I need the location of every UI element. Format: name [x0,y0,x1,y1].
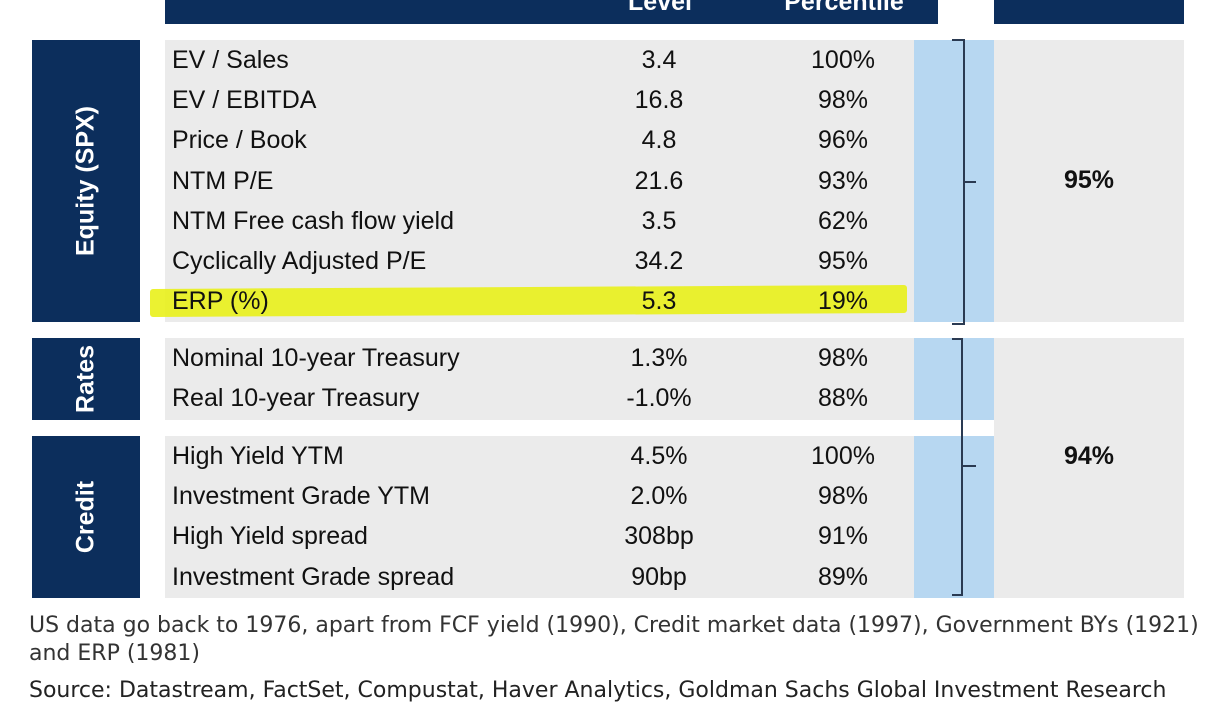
equity-aggregate-value: 95% [1063,166,1115,194]
equity-bracket [952,39,976,325]
metric-level: 5.3 [641,287,677,315]
metric-name: Investment Grade YTM [172,482,430,510]
equity-aggregate-box: 95% [994,40,1184,322]
metric-percentile: 98% [817,482,869,510]
table-row: Investment Grade spread 90bp 89% [165,557,938,597]
metric-level: 308bp [624,522,694,550]
table-row: High Yield YTM 4.5% 100% [165,436,938,476]
metric-level: 3.5 [641,207,677,235]
category-rates: Rates [32,338,140,420]
metric-level: 2.0% [630,482,688,510]
table-row: Real 10-year Treasury -1.0% 88% [165,378,938,418]
metric-name: Price / Book [172,126,307,154]
metric-level: 3.4 [641,46,677,74]
rates-credit-aggregate-value: 94% [1063,442,1115,470]
metric-level: 34.2 [634,247,684,275]
metric-percentile: 62% [817,207,869,235]
metric-level: -1.0% [626,384,692,412]
metric-level: 1.3% [630,344,688,372]
metric-percentile: 100% [811,442,875,470]
table-row: Cyclically Adjusted P/E 34.2 95% [165,241,938,281]
metric-name: Real 10-year Treasury [172,384,420,412]
table-row: EV / EBITDA 16.8 98% [165,80,938,120]
metric-name: Cyclically Adjusted P/E [172,247,427,275]
table-row: Investment Grade YTM 2.0% 98% [165,476,938,516]
table-row: High Yield spread 308bp 91% [165,516,938,556]
table-row: ERP (%) 5.3 19% [165,281,938,321]
category-rates-label: Rates [71,344,100,414]
metric-percentile: 88% [817,384,869,412]
metric-percentile: 96% [817,126,869,154]
metric-level: 16.8 [634,86,684,114]
table-header-bar [165,0,938,24]
table-row: Price / Book 4.8 96% [165,120,938,160]
metric-percentile: 19% [817,287,869,315]
metric-name: NTM P/E [172,167,274,195]
source-line: Source: Datastream, FactSet, Compustat, … [29,678,1167,703]
metric-percentile: 98% [817,86,869,114]
category-credit-label: Credit [71,480,100,554]
category-equity-label: Equity (SPX) [71,105,100,257]
metric-name: High Yield spread [172,522,368,550]
category-credit: Credit [32,436,140,598]
aggregate-header-bar [994,0,1184,24]
rates-credit-aggregate-box: 94% [994,338,1184,598]
metric-level: 21.6 [634,167,684,195]
metric-level: 4.5% [630,442,688,470]
metric-name: ERP (%) [172,287,269,315]
header-level: Level [628,0,692,16]
footnote: US data go back to 1976, apart from FCF … [29,613,1199,666]
metric-name: EV / EBITDA [172,86,317,114]
table-row: Nominal 10-year Treasury 1.3% 98% [165,338,938,378]
metric-name: High Yield YTM [172,442,344,470]
metric-name: Investment Grade spread [172,563,455,591]
table-row: NTM Free cash flow yield 3.5 62% [165,201,938,241]
header-percentile: Percentile [784,0,904,16]
metric-name: NTM Free cash flow yield [172,207,455,235]
metric-name: EV / Sales [172,46,289,74]
metric-level: 90bp [631,563,687,591]
metric-percentile: 95% [817,247,869,275]
metric-level: 4.8 [641,126,677,154]
category-equity: Equity (SPX) [32,40,140,322]
rates-credit-bracket [952,338,976,596]
metric-percentile: 98% [817,344,869,372]
metric-percentile: 91% [817,522,869,550]
metric-percentile: 100% [811,46,875,74]
metric-percentile: 89% [817,563,869,591]
metric-percentile: 93% [817,167,869,195]
metric-name: Nominal 10-year Treasury [172,344,460,372]
table-row: NTM P/E 21.6 93% [165,161,938,201]
table-row: EV / Sales 3.4 100% [165,40,938,80]
